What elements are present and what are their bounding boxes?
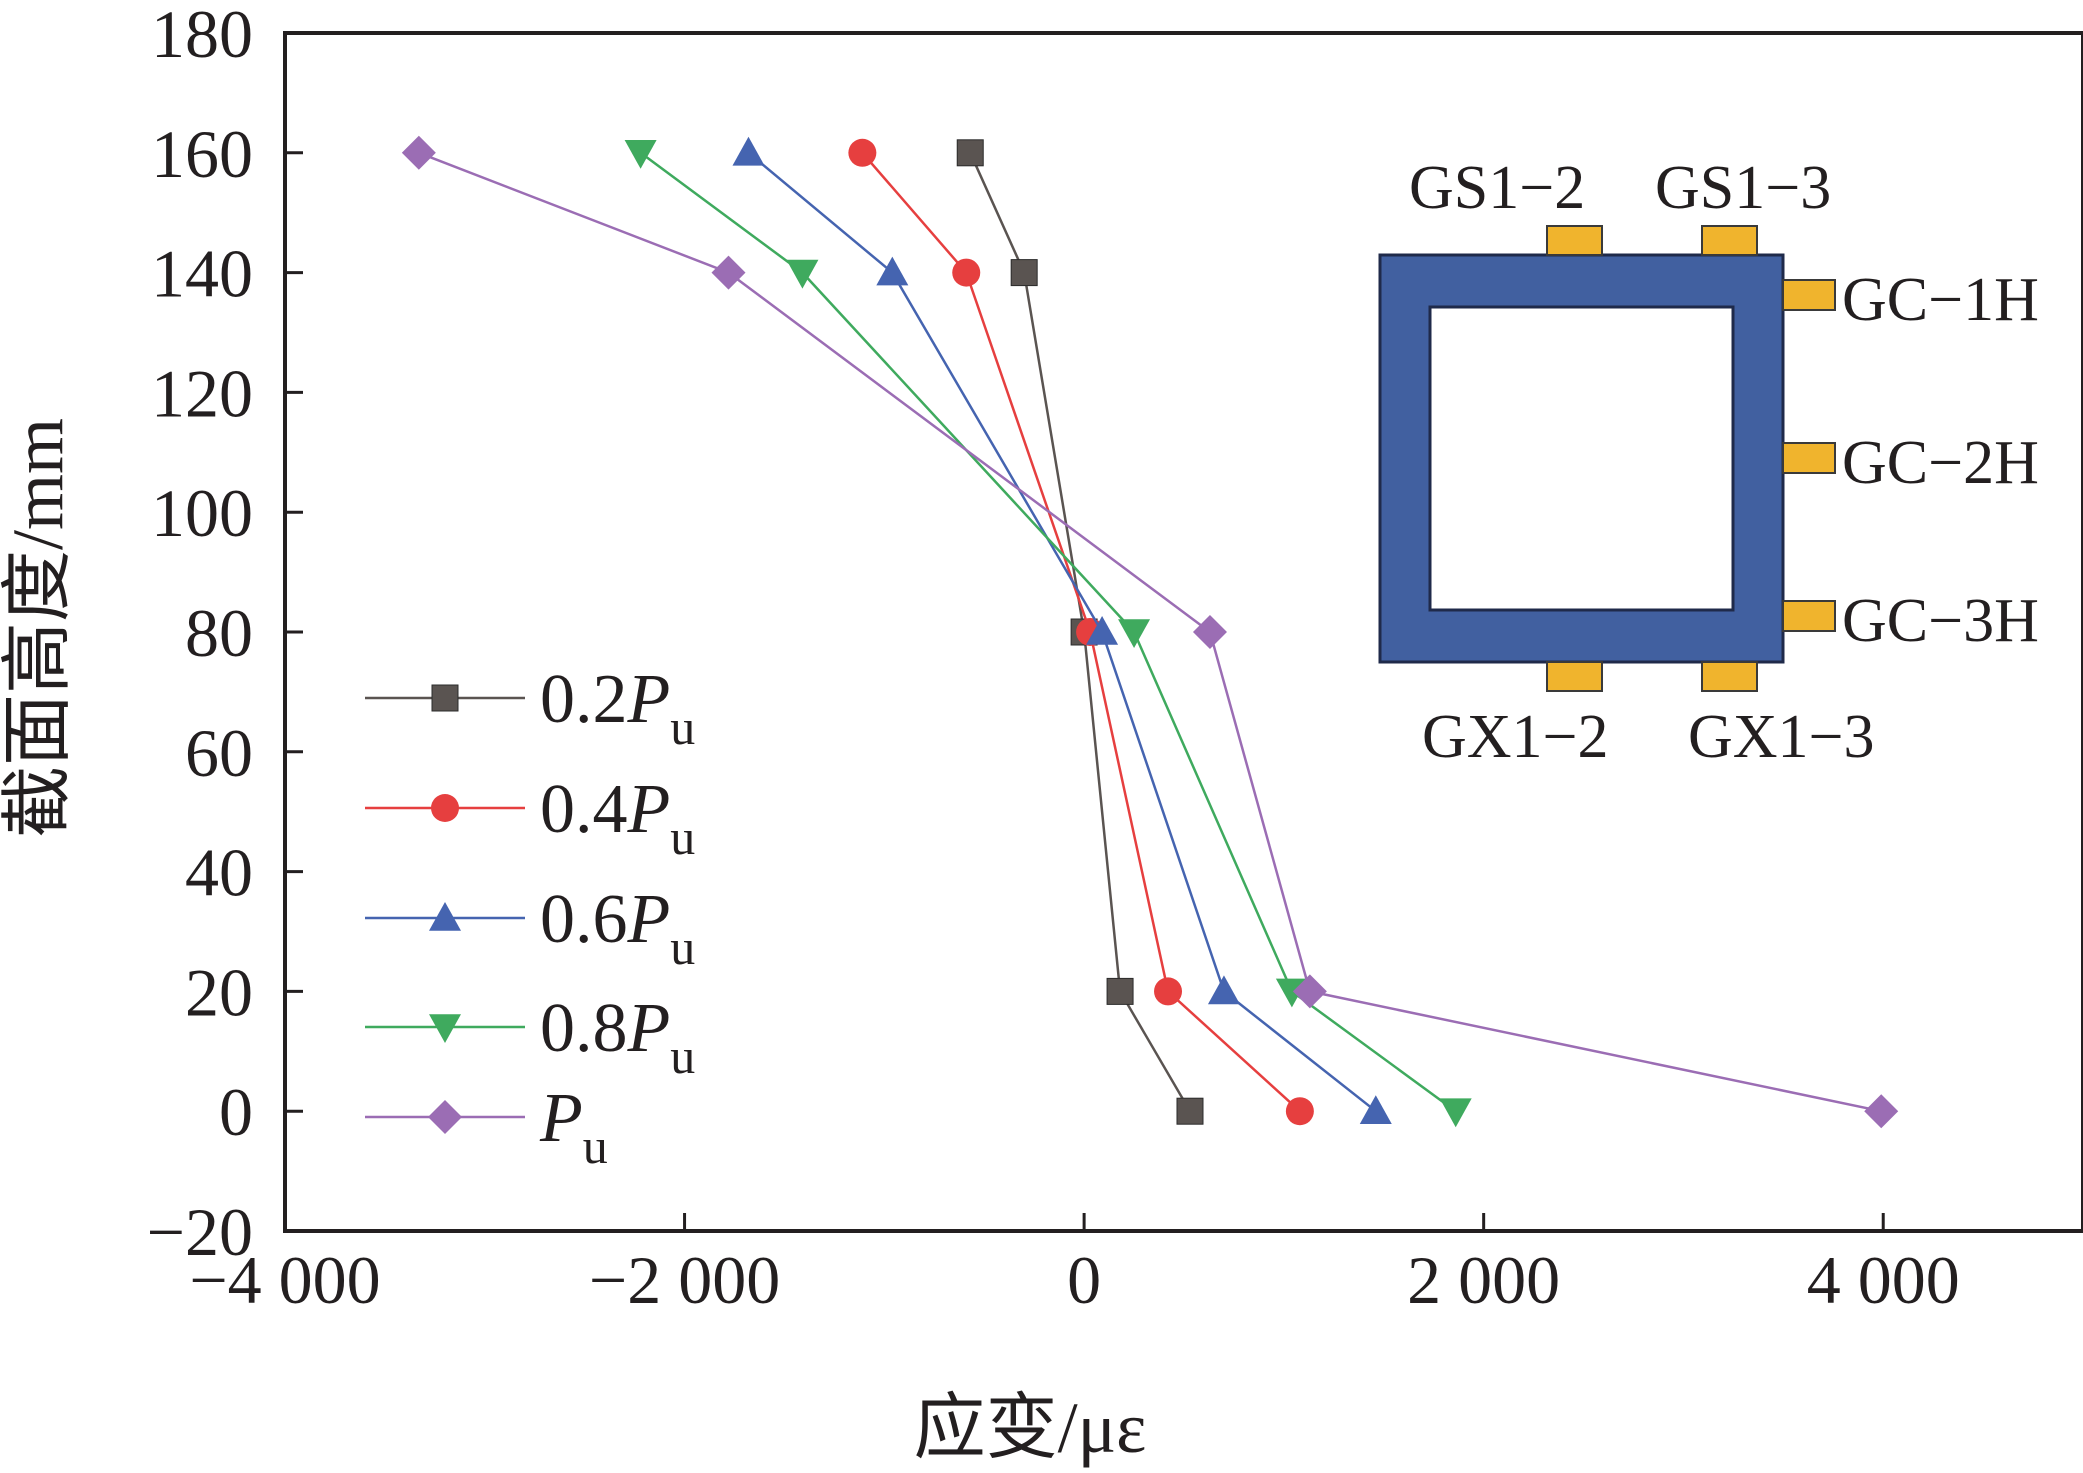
x-tick-label: −2 000 bbox=[589, 1242, 780, 1318]
label-gc-1h: GC−1H bbox=[1842, 266, 2039, 334]
y-tick-label: 180 bbox=[151, 0, 253, 72]
data-point bbox=[1864, 1094, 1899, 1129]
label-gx1-3: GX1−3 bbox=[1688, 703, 1875, 771]
data-point bbox=[711, 255, 746, 290]
data-point bbox=[876, 256, 909, 286]
label-gs1-3: GS1−3 bbox=[1655, 154, 1831, 222]
data-point bbox=[732, 136, 765, 166]
data-point bbox=[952, 258, 981, 287]
data-point bbox=[401, 135, 436, 170]
y-tick-label: 100 bbox=[151, 475, 253, 551]
data-point bbox=[1439, 1098, 1472, 1128]
x-tick-label: 0 bbox=[1067, 1242, 1101, 1318]
series-4 bbox=[401, 135, 1899, 1129]
series-layer bbox=[401, 135, 1899, 1129]
label-gc-3h: GC−3H bbox=[1842, 587, 2039, 655]
data-point bbox=[1010, 259, 1038, 287]
y-tick-label: 40 bbox=[185, 835, 253, 911]
data-point bbox=[1176, 1097, 1204, 1125]
y-tick-label: 140 bbox=[151, 236, 253, 312]
cross-section-diagram: GS1−2 GS1−3 GC−1H GC−2H GC−3H GX1−2 GX1−… bbox=[1378, 154, 2039, 771]
gauge-gc-2h bbox=[1782, 442, 1836, 474]
legend-marker bbox=[431, 684, 459, 712]
x-axis-ticks: −4 000 −2 000 0 2 000 4 000 bbox=[189, 1213, 1960, 1318]
legend-label: 0.2Pu bbox=[540, 661, 695, 755]
data-point bbox=[1285, 1097, 1314, 1126]
label-gs1-2: GS1−2 bbox=[1409, 154, 1585, 222]
y-tick-label: 120 bbox=[151, 355, 253, 431]
gauge-gc-1h bbox=[1782, 279, 1836, 311]
data-point bbox=[848, 138, 877, 167]
gauge-gx1-2 bbox=[1546, 661, 1603, 692]
gauge-gc-3h bbox=[1782, 600, 1836, 632]
data-point bbox=[1086, 616, 1119, 645]
y-tick-label: −20 bbox=[147, 1194, 253, 1270]
y-tick-label: 80 bbox=[185, 595, 253, 671]
x-axis-title: 应变/με bbox=[914, 1388, 1147, 1468]
series-2 bbox=[732, 136, 1392, 1124]
data-point bbox=[1359, 1095, 1392, 1124]
data-point bbox=[1192, 615, 1227, 649]
legend-item: 0.4Pu bbox=[365, 771, 695, 865]
x-tick-label: 2 000 bbox=[1407, 1242, 1560, 1318]
gauge-gs1-3 bbox=[1701, 225, 1758, 256]
y-tick-label: 20 bbox=[185, 954, 253, 1030]
y-axis-ticks: −20 0 20 40 60 80 100 120 140 160 180 bbox=[147, 0, 303, 1270]
legend-marker bbox=[431, 794, 459, 822]
legend-marker bbox=[429, 902, 461, 931]
x-tick-label: 4 000 bbox=[1807, 1242, 1960, 1318]
y-axis-title: 截面高度/mm bbox=[0, 418, 78, 838]
data-point bbox=[786, 259, 819, 289]
x-tick-label: −4 000 bbox=[189, 1242, 380, 1318]
gauge-gs1-2 bbox=[1546, 225, 1603, 256]
data-point bbox=[1106, 977, 1134, 1005]
legend-marker bbox=[429, 1014, 461, 1043]
legend-item: Pu bbox=[365, 1080, 608, 1174]
legend-item: 0.8Pu bbox=[365, 990, 695, 1084]
data-point bbox=[1292, 974, 1327, 1009]
label-gx1-2: GX1−2 bbox=[1422, 703, 1609, 771]
data-point bbox=[1154, 977, 1183, 1006]
y-tick-label: 0 bbox=[219, 1074, 253, 1150]
gauge-gx1-3 bbox=[1701, 661, 1758, 692]
section-hollow-core bbox=[1428, 305, 1735, 612]
legend-item: 0.2Pu bbox=[365, 661, 695, 755]
y-tick-label: 60 bbox=[185, 715, 253, 791]
series-1 bbox=[848, 138, 1314, 1126]
label-gc-2h: GC−2H bbox=[1842, 429, 2039, 497]
legend-item: 0.6Pu bbox=[365, 881, 695, 975]
data-point bbox=[1207, 975, 1240, 1005]
legend-label: 0.6Pu bbox=[540, 881, 695, 975]
y-tick-label: 160 bbox=[151, 116, 253, 192]
data-point bbox=[1118, 619, 1151, 648]
legend-label: 0.8Pu bbox=[540, 990, 695, 1084]
legend-label: 0.4Pu bbox=[540, 771, 695, 865]
data-point bbox=[624, 140, 657, 169]
legend-marker bbox=[428, 1100, 462, 1134]
legend-label: Pu bbox=[539, 1080, 608, 1174]
data-point bbox=[956, 139, 984, 167]
